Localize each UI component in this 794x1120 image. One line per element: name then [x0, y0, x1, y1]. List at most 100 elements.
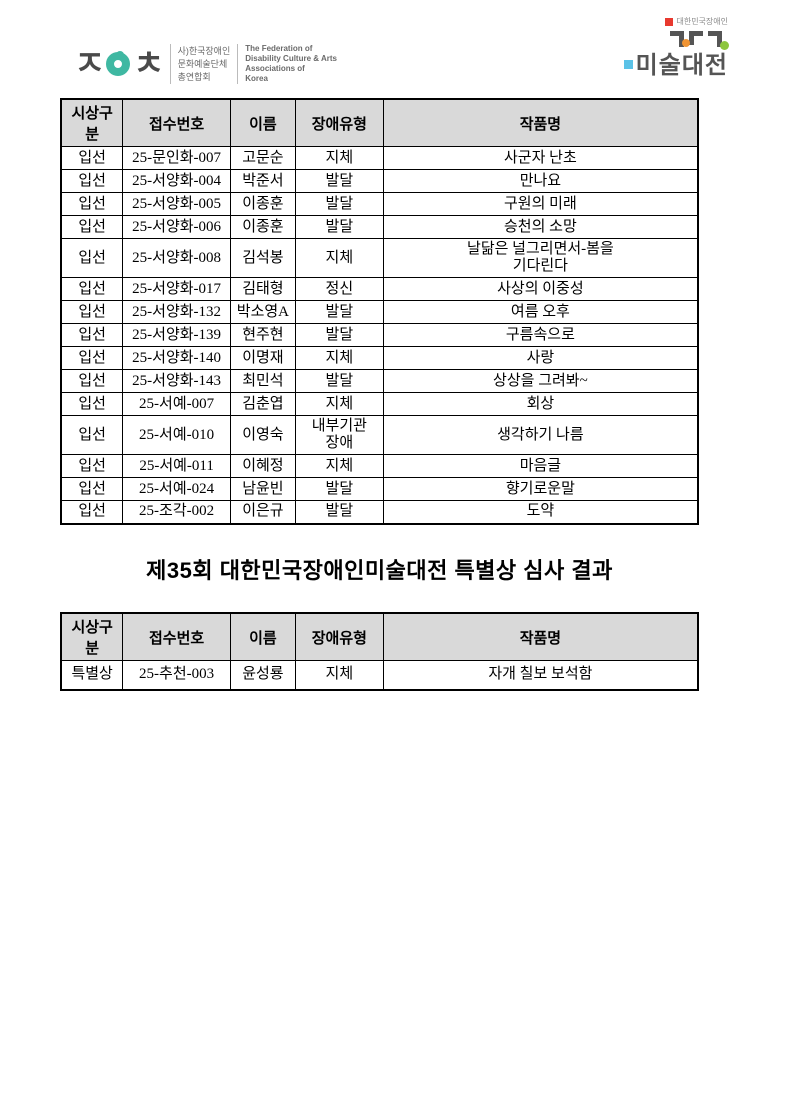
cell-name: 김태형 [229, 277, 296, 301]
logo-circle-icon [106, 51, 131, 76]
cell-number: 25-문인화-007 [122, 146, 231, 170]
cell-name: 고문순 [229, 146, 296, 170]
column-header-award: 시상구분 [60, 612, 124, 661]
column-header-artwork-title: 작품명 [382, 612, 699, 661]
cell-award: 입선 [60, 346, 124, 370]
cell-artwork-title: 날닮은 널그리면서-봄을 기다린다 [382, 238, 699, 278]
cell-number: 25-조각-002 [122, 500, 231, 524]
cell-award: 특별상 [60, 660, 124, 690]
cell-disability-type: 발달 [294, 215, 384, 239]
cell-artwork-title: 사랑 [382, 346, 699, 370]
cell-disability-type: 발달 [294, 192, 384, 216]
cell-award: 입선 [60, 146, 124, 170]
cell-disability-type: 정신 [294, 277, 384, 301]
column-header-disability-type: 장애유형 [294, 612, 384, 661]
cell-name: 남윤빈 [229, 477, 296, 501]
cell-name: 박준서 [229, 169, 296, 193]
cell-name: 이은규 [229, 500, 296, 524]
cell-disability-type: 내부기관 장애 [294, 415, 384, 455]
cell-name: 김석봉 [229, 238, 296, 278]
cell-name: 윤성룡 [229, 660, 296, 690]
cell-name: 현주현 [229, 323, 296, 347]
orange-dot-icon [682, 39, 690, 47]
exhibition-logo-subtitle: 대한민국장애인 [676, 17, 728, 26]
logo-jamo-chieut: ㅊ [133, 45, 164, 83]
cell-disability-type: 발달 [294, 169, 384, 193]
cell-artwork-title: 향기로운말 [382, 477, 699, 501]
table-row: 입선 25-서예-007 김춘엽 지체 회상 [60, 392, 699, 416]
cell-name: 최민석 [229, 369, 296, 393]
cell-name: 이영숙 [229, 415, 296, 455]
cell-disability-type: 지체 [294, 660, 384, 690]
blue-square-icon [623, 60, 633, 69]
cell-name: 이혜정 [229, 454, 296, 478]
cell-name: 김춘엽 [229, 392, 296, 416]
cell-disability-type: 발달 [294, 300, 384, 324]
column-header-disability-type: 장애유형 [294, 98, 384, 147]
cell-award: 입선 [60, 277, 124, 301]
cell-number: 25-서양화-132 [122, 300, 231, 324]
cell-disability-type: 지체 [294, 346, 384, 370]
cell-number: 25-서양화-004 [122, 169, 231, 193]
table-row: 입선 25-서예-024 남윤빈 발달 향기로운말 [60, 477, 699, 501]
cell-award: 입선 [60, 369, 124, 393]
green-dot-icon [720, 41, 729, 50]
cell-number: 25-서양화-005 [122, 192, 231, 216]
exhibition-logo-title: 미술대전 [635, 52, 728, 79]
table-header-row: 시상구분 접수번호 이름 장애유형 작품명 [60, 98, 699, 147]
cell-artwork-title: 구름속으로 [382, 323, 699, 347]
cell-artwork-title: 도약 [382, 500, 699, 524]
cell-name: 이명재 [229, 346, 296, 370]
federation-logo-icon: ㅈ ㅊ [74, 40, 165, 88]
cell-number: 25-서양화-017 [122, 277, 231, 301]
cell-artwork-title: 여름 오후 [382, 300, 699, 324]
table-row: 입선 25-문인화-007 고문순 지체 사군자 난초 [60, 146, 699, 170]
cell-disability-type: 지체 [294, 454, 384, 478]
cell-disability-type: 발달 [294, 369, 384, 393]
cell-name: 이종훈 [229, 215, 296, 239]
table-row: 입선 25-서양화-006 이종훈 발달 승천의 소망 [60, 215, 699, 239]
logo-divider [237, 44, 239, 84]
cell-award: 입선 [60, 238, 124, 278]
cell-award: 입선 [60, 169, 124, 193]
column-header-number: 접수번호 [122, 612, 231, 661]
cell-artwork-title: 상상을 그려봐~ [382, 369, 699, 393]
cell-artwork-title: 만나요 [382, 169, 699, 193]
cell-disability-type: 발달 [294, 477, 384, 501]
federation-name-english: The Federation of Disability Culture & A… [245, 44, 337, 83]
column-header-number: 접수번호 [122, 98, 231, 147]
cell-artwork-title: 자개 칠보 보석함 [382, 660, 699, 690]
table-header-row: 시상구분 접수번호 이름 장애유형 작품명 [60, 612, 699, 661]
cell-artwork-title: 회상 [382, 392, 699, 416]
cell-artwork-title: 승천의 소망 [382, 215, 699, 239]
table-row: 입선 25-서양화-005 이종훈 발달 구원의 미래 [60, 192, 699, 216]
table-row: 입선 25-서양화-132 박소영A 발달 여름 오후 [60, 300, 699, 324]
cell-award: 입선 [60, 392, 124, 416]
column-header-award: 시상구분 [60, 98, 124, 147]
cell-disability-type: 지체 [294, 238, 384, 278]
federation-logo: ㅈ ㅊ 사)한국장애인 문화예술단체 총연합회 The Federation o… [74, 38, 337, 90]
cell-disability-type: 발달 [294, 500, 384, 524]
cell-number: 25-서양화-139 [122, 323, 231, 347]
column-header-artwork-title: 작품명 [382, 98, 699, 147]
cell-disability-type: 지체 [294, 392, 384, 416]
logo-jamo-jieut: ㅈ [74, 45, 105, 83]
page-title: 제35회 대한민국장애인미술대전 특별상 심사 결과 [146, 558, 613, 583]
cell-award: 입선 [60, 192, 124, 216]
cell-artwork-title: 마음글 [382, 454, 699, 478]
cell-award: 입선 [60, 500, 124, 524]
cell-award: 입선 [60, 454, 124, 478]
cell-number: 25-서양화-006 [122, 215, 231, 239]
table-row: 입선 25-서양화-140 이명재 지체 사랑 [60, 346, 699, 370]
table-row: 입선 25-서양화-004 박준서 발달 만나요 [60, 169, 699, 193]
cell-award: 입선 [60, 300, 124, 324]
cell-disability-type: 지체 [294, 146, 384, 170]
logo-decorative-strokes [670, 31, 722, 47]
cell-number: 25-서예-024 [122, 477, 231, 501]
awards-table-main: 시상구분 접수번호 이름 장애유형 작품명 입선 25-문인화-007 고문순 지체 사군자 난… [60, 98, 699, 525]
cell-artwork-title: 사상의 이중성 [382, 277, 699, 301]
table-row: 특별상 25-추천-003 윤성룡 지체 자개 칠보 보석함 [60, 660, 699, 690]
cell-award: 입선 [60, 477, 124, 501]
awards-table-special: 시상구분 접수번호 이름 장애유형 작품명 특별상 25-추천-003 윤성룡 지체 자개 칠보… [60, 612, 699, 691]
